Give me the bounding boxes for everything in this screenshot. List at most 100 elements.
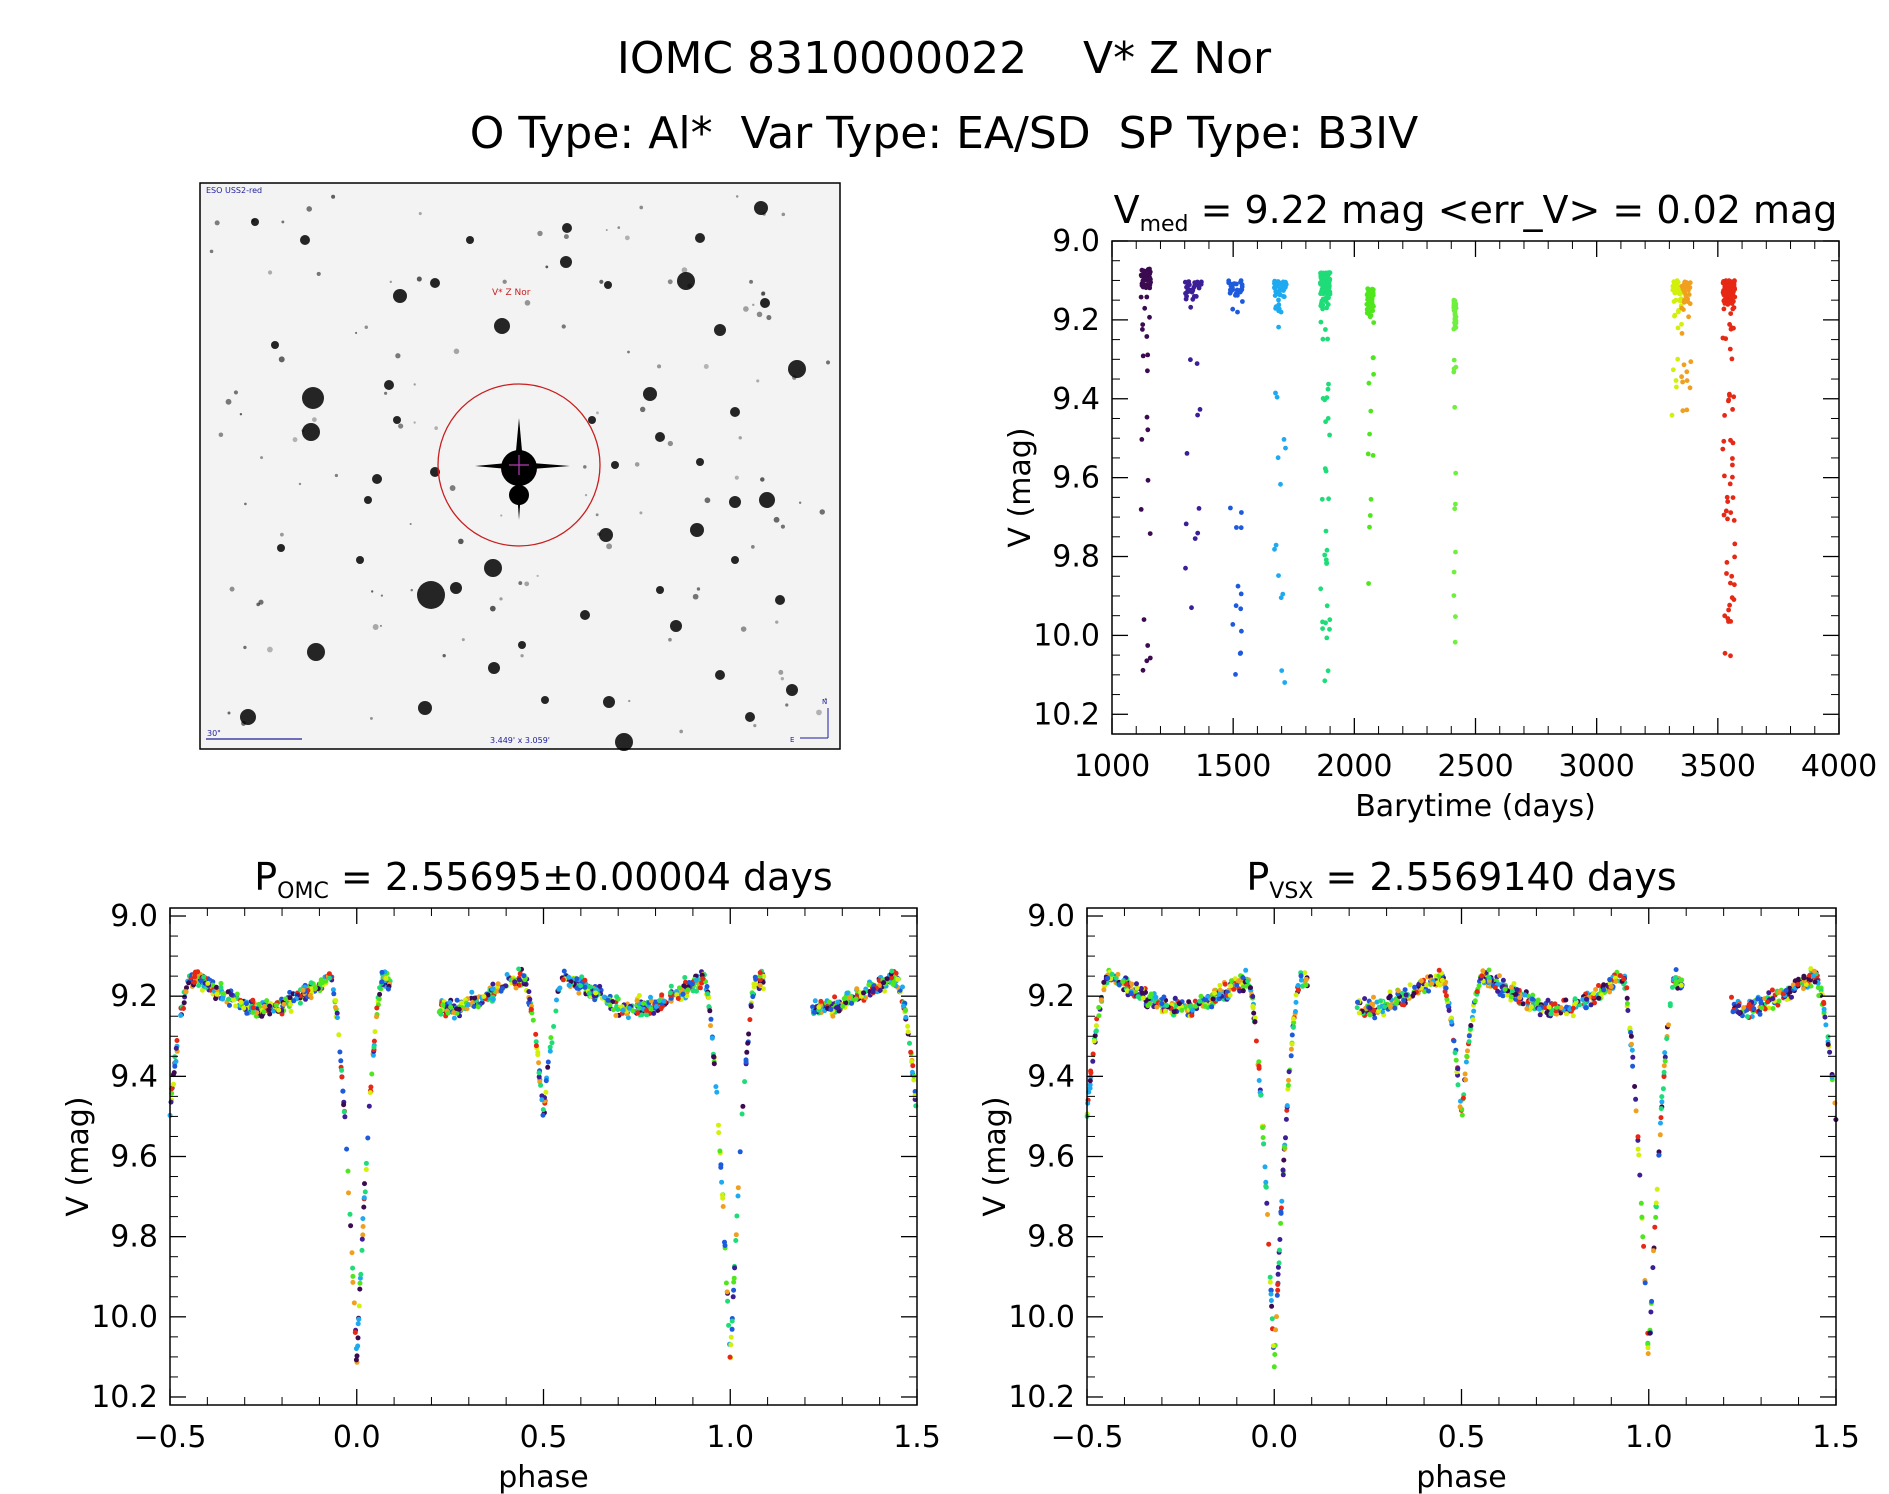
data-point [750, 994, 756, 1000]
data-point [359, 1236, 365, 1242]
sky-faint-star [681, 267, 688, 273]
data-point [355, 1343, 361, 1349]
data-point [751, 981, 757, 987]
star-field [209, 194, 831, 751]
data-point [905, 1029, 911, 1035]
data-point [539, 1097, 545, 1103]
data-point [1161, 994, 1167, 1000]
data-point [1641, 1243, 1647, 1249]
data-point [1284, 1103, 1290, 1109]
data-point [1280, 1172, 1286, 1178]
survey-label: ESO USS2-red [206, 186, 262, 195]
data-point [1144, 294, 1150, 300]
data-point [1630, 1063, 1636, 1069]
sky-faint-star [458, 538, 464, 545]
data-point [1239, 282, 1245, 287]
data-point [1228, 289, 1233, 295]
target-spike-horizontal [475, 462, 570, 470]
data-point [1452, 404, 1458, 410]
data-point [1261, 1141, 1267, 1147]
data-point [723, 1280, 729, 1286]
data-point [1686, 314, 1691, 320]
data-point [705, 991, 711, 997]
data-point [1323, 468, 1329, 474]
data-point [625, 1015, 631, 1021]
sky-faint-star [371, 590, 374, 593]
data-point [1401, 998, 1407, 1003]
data-point [360, 1232, 366, 1238]
data-point [674, 992, 680, 998]
data-point [1593, 987, 1599, 992]
data-point [1322, 286, 1327, 292]
data-point [183, 989, 189, 995]
data-point [1141, 617, 1147, 622]
sky-faint-star [227, 711, 231, 715]
data-point [264, 998, 270, 1004]
sky-faint-star [518, 581, 523, 586]
data-point [1186, 999, 1192, 1005]
data-point [735, 1185, 741, 1191]
sky-faint-star [816, 709, 822, 716]
data-point [351, 1300, 357, 1306]
sky-faint-star [597, 532, 601, 536]
sky-faint-star [502, 279, 507, 284]
data-point [640, 1000, 646, 1006]
data-point [1154, 1004, 1160, 1010]
data-point [1445, 1003, 1451, 1009]
data-point [1196, 506, 1202, 511]
data-point [1635, 1146, 1641, 1152]
data-point [1210, 996, 1216, 1002]
sky-faint-star [599, 279, 604, 284]
sky-faint-star [624, 235, 630, 241]
sky-star [729, 496, 741, 508]
x-tick-label: −0.5 [1051, 1420, 1124, 1455]
data-point [1681, 284, 1687, 289]
data-point [1286, 1069, 1292, 1075]
data-point [1580, 997, 1586, 1002]
data-point [1371, 994, 1376, 1000]
data-point [1283, 1116, 1289, 1122]
data-point [900, 1003, 906, 1009]
data-point [1248, 985, 1253, 991]
data-point [1268, 1298, 1274, 1303]
sky-star [643, 387, 657, 401]
data-point [1327, 617, 1333, 623]
chart-title: Vmed = 9.22 mag <err_V> = 0.02 mag [1114, 188, 1838, 237]
sky-faint-star [639, 205, 644, 210]
data-point [1288, 1046, 1294, 1052]
data-point [1722, 650, 1728, 656]
data-point [639, 1012, 645, 1018]
data-point [1520, 1001, 1526, 1007]
data-point [1728, 326, 1734, 332]
data-point [1366, 581, 1371, 586]
data-point [1129, 981, 1135, 987]
sky-star [271, 341, 279, 349]
data-point [1464, 1053, 1470, 1059]
data-point [828, 1007, 834, 1012]
data-point [724, 1289, 730, 1295]
x-tick-label: 1.0 [1625, 1420, 1673, 1455]
sky-star [384, 380, 394, 390]
data-point [362, 1181, 367, 1187]
data-point [337, 1049, 343, 1055]
data-point [234, 991, 240, 997]
x-tick-label: 1000 [1074, 749, 1150, 784]
data-point [288, 1001, 294, 1007]
data-point [657, 998, 662, 1004]
data-point [1144, 414, 1150, 420]
data-point [1656, 1152, 1662, 1158]
data-point [512, 979, 518, 985]
data-point [1728, 510, 1734, 515]
data-point [1251, 1010, 1257, 1016]
data-point [884, 976, 890, 982]
sky-star [745, 712, 755, 722]
sky-star [562, 223, 572, 233]
data-point [377, 991, 383, 997]
data-point [1264, 1200, 1270, 1206]
data-point [1637, 1172, 1643, 1178]
data-point [706, 995, 712, 1001]
sky-star [302, 423, 320, 441]
sky-faint-star [687, 283, 693, 289]
data-point [1182, 279, 1188, 285]
sky-faint-star [627, 350, 630, 354]
